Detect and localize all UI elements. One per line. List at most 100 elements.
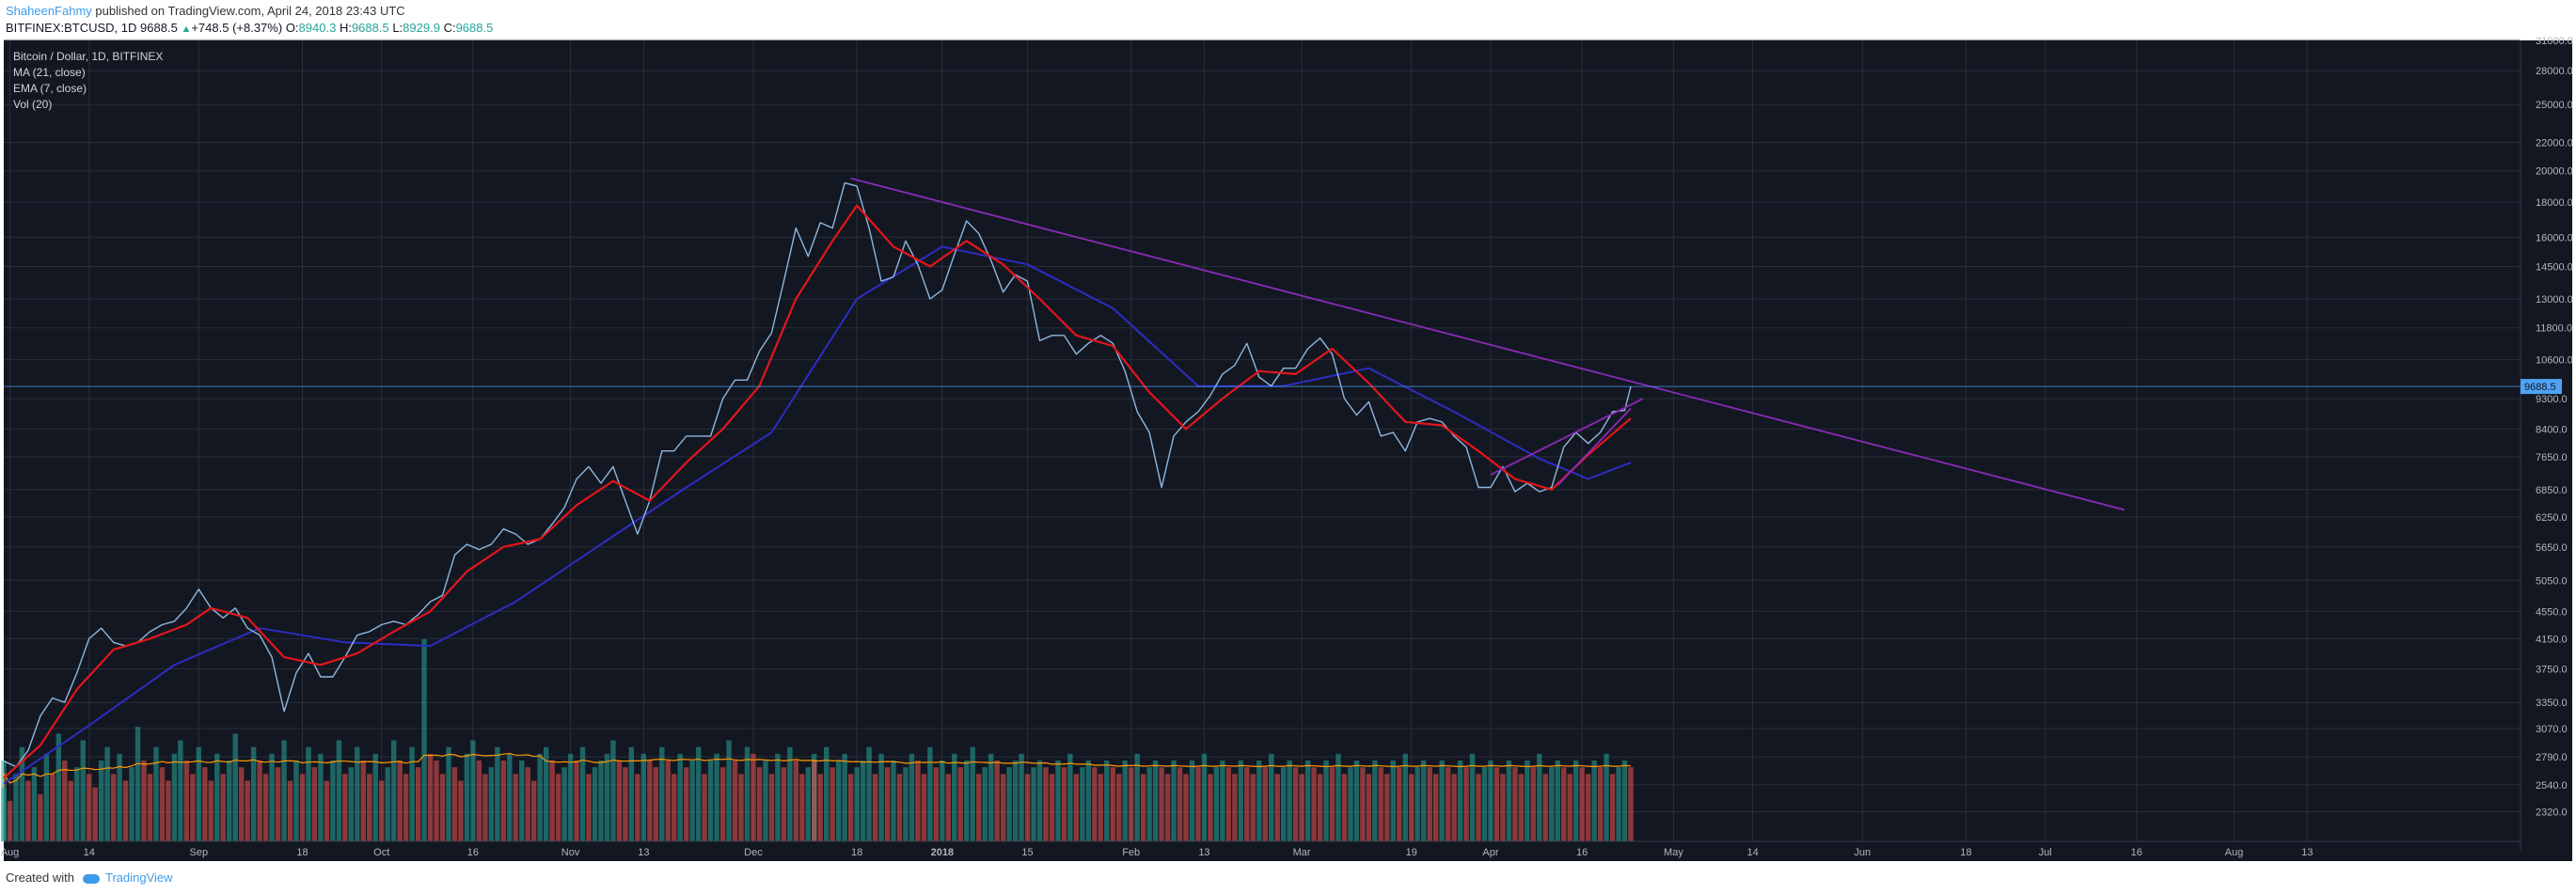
volume-bar xyxy=(1304,761,1311,841)
low-value: 8929.9 xyxy=(403,21,440,35)
price-tick-10: 6250.0 xyxy=(2536,512,2568,524)
volume-bar xyxy=(689,761,695,841)
volume-bar xyxy=(672,774,677,841)
volume-bar xyxy=(744,746,751,841)
volume-bar xyxy=(1591,761,1597,841)
publish-line: ShaheenFahmy published on TradingView.co… xyxy=(6,4,405,18)
time-tick-6: Nov xyxy=(561,847,580,858)
volume-bar xyxy=(1537,753,1542,841)
tradingview-logo-icon xyxy=(83,873,100,884)
time-tick-9: 18 xyxy=(851,847,862,858)
volume-bar xyxy=(1024,774,1031,841)
volume-bar xyxy=(1421,761,1427,841)
volume-bar xyxy=(781,767,787,841)
ema7-line xyxy=(3,204,1632,779)
symbol-line: BITFINEX:BTCUSD, 1D 9688.5 ▲+748.5 (+8.3… xyxy=(6,21,493,35)
volume-bar xyxy=(817,774,823,841)
volume-bar xyxy=(561,767,567,841)
price-tick-23: 25000.0 xyxy=(2536,100,2573,111)
volume-bar xyxy=(1378,767,1384,841)
volume-bar xyxy=(1220,761,1225,841)
chart-area[interactable] xyxy=(4,40,2572,861)
last-price-tag-label: 9688.5 xyxy=(2524,382,2556,393)
volume-bar xyxy=(281,740,287,841)
close-value: 9688.5 xyxy=(455,21,494,35)
price-lines xyxy=(3,181,1632,785)
volume-bar xyxy=(1572,761,1579,841)
volume-bar xyxy=(921,774,927,841)
volume-bar xyxy=(214,753,220,841)
time-tick-23: 16 xyxy=(2131,847,2142,858)
price-tick-4: 3350.0 xyxy=(2536,698,2568,709)
volume-ma xyxy=(3,752,1632,788)
volume-bar xyxy=(586,774,592,841)
last-price-tag xyxy=(2521,379,2562,395)
volume-bar xyxy=(610,740,616,841)
volume-bar xyxy=(793,761,799,841)
volume-bar xyxy=(415,767,421,841)
price-axis: 2320.0 2540.0 2790.0 3070.0 3350.0 3750.0 4150… xyxy=(4,36,2573,851)
volume-bar xyxy=(275,767,281,841)
volume-bar xyxy=(695,746,702,841)
volume-bar xyxy=(409,746,415,841)
volume-bar xyxy=(1561,767,1567,841)
volume-bar xyxy=(860,761,866,841)
price-tick-22: 22000.0 xyxy=(2536,138,2573,149)
volume-bar xyxy=(1397,767,1402,841)
volume-bar xyxy=(439,774,446,841)
volume-bar xyxy=(451,767,458,841)
price-tick-9: 5650.0 xyxy=(2536,542,2568,554)
volume-bar xyxy=(262,774,269,841)
volume-bar xyxy=(1067,753,1073,841)
volume-bar xyxy=(1049,774,1055,841)
volume-bar xyxy=(1518,774,1525,841)
volume-bar xyxy=(1439,761,1445,841)
volume-bar xyxy=(1,761,7,841)
volume-bar xyxy=(1567,774,1572,841)
volume-bar xyxy=(403,774,409,841)
volume-ma-line xyxy=(3,752,1632,788)
volume-bar xyxy=(952,753,957,841)
time-tick-25: 13 xyxy=(2301,847,2313,858)
created-with-label: Created with xyxy=(6,870,74,885)
author-link[interactable]: ShaheenFahmy xyxy=(6,4,92,18)
volume-bar xyxy=(1432,774,1439,841)
volume-bar xyxy=(1476,774,1481,841)
trendline-1 xyxy=(1490,398,1644,476)
volume-bar xyxy=(470,740,476,841)
volume-bar xyxy=(933,767,940,841)
volume-bar xyxy=(812,761,817,841)
volume-bar xyxy=(1609,774,1616,841)
volume-bar xyxy=(31,767,38,841)
volume-bar xyxy=(318,753,324,841)
volume-bar xyxy=(390,740,397,841)
volume-bar xyxy=(1427,767,1432,841)
trendline-0 xyxy=(850,177,2126,511)
volume-bar xyxy=(464,753,470,841)
volume-bar xyxy=(824,746,830,841)
tradingview-link[interactable]: TradingView xyxy=(83,870,173,885)
volume-bar xyxy=(976,774,982,841)
time-tick-18: May xyxy=(1664,847,1683,858)
volume-bar xyxy=(994,761,1000,841)
volume-bar xyxy=(482,774,488,841)
volume-bar xyxy=(1159,767,1164,841)
volume-bar xyxy=(756,767,763,841)
volume-bar xyxy=(348,767,355,841)
volume-bar xyxy=(367,774,372,841)
volume-bar xyxy=(909,753,915,841)
volume-bar xyxy=(13,774,19,841)
volume-bar xyxy=(202,767,208,841)
volume-bar xyxy=(842,753,847,841)
volume-bar xyxy=(1092,767,1098,841)
volume-bars xyxy=(1,639,1634,841)
volume-bar xyxy=(1171,761,1177,841)
price-tick-12: 7650.0 xyxy=(2536,452,2568,463)
time-tick-15: 19 xyxy=(1406,847,1417,858)
chart-header: ShaheenFahmy published on TradingView.co… xyxy=(0,0,2576,39)
volume-bar xyxy=(1012,761,1019,841)
time-tick-14: Mar xyxy=(1293,847,1311,858)
time-tick-2: Sep xyxy=(190,847,209,858)
time-tick-20: Jun xyxy=(1854,847,1871,858)
